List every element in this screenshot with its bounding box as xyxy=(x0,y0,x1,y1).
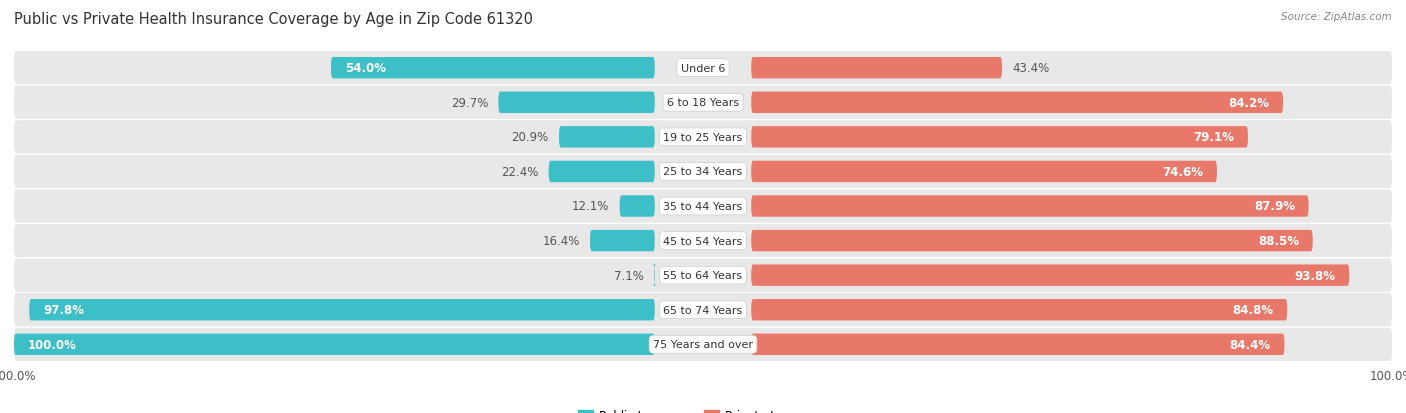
FancyBboxPatch shape xyxy=(330,58,655,79)
FancyBboxPatch shape xyxy=(14,224,1392,258)
Legend: Public Insurance, Private Insurance: Public Insurance, Private Insurance xyxy=(574,404,832,413)
Text: 22.4%: 22.4% xyxy=(501,166,538,178)
FancyBboxPatch shape xyxy=(560,127,655,148)
Text: 7.1%: 7.1% xyxy=(614,269,644,282)
Text: 55 to 64 Years: 55 to 64 Years xyxy=(664,271,742,280)
Text: 84.4%: 84.4% xyxy=(1230,338,1271,351)
FancyBboxPatch shape xyxy=(498,93,655,114)
FancyBboxPatch shape xyxy=(591,230,655,252)
Text: 74.6%: 74.6% xyxy=(1163,166,1204,178)
FancyBboxPatch shape xyxy=(751,127,1249,148)
FancyBboxPatch shape xyxy=(620,196,655,217)
Text: 6 to 18 Years: 6 to 18 Years xyxy=(666,98,740,108)
Text: 75 Years and over: 75 Years and over xyxy=(652,339,754,349)
Text: 35 to 44 Years: 35 to 44 Years xyxy=(664,202,742,211)
Text: 54.0%: 54.0% xyxy=(344,62,385,75)
Text: 88.5%: 88.5% xyxy=(1258,235,1299,247)
Text: 29.7%: 29.7% xyxy=(451,97,488,109)
FancyBboxPatch shape xyxy=(751,230,1313,252)
FancyBboxPatch shape xyxy=(751,196,1309,217)
Text: 65 to 74 Years: 65 to 74 Years xyxy=(664,305,742,315)
FancyBboxPatch shape xyxy=(14,190,1392,223)
Text: Public vs Private Health Insurance Coverage by Age in Zip Code 61320: Public vs Private Health Insurance Cover… xyxy=(14,12,533,27)
Text: 45 to 54 Years: 45 to 54 Years xyxy=(664,236,742,246)
FancyBboxPatch shape xyxy=(14,293,1392,327)
Text: 84.8%: 84.8% xyxy=(1232,304,1274,316)
FancyBboxPatch shape xyxy=(14,334,655,355)
FancyBboxPatch shape xyxy=(14,259,1392,292)
Text: 12.1%: 12.1% xyxy=(572,200,609,213)
Text: 20.9%: 20.9% xyxy=(512,131,548,144)
Text: 43.4%: 43.4% xyxy=(1012,62,1050,75)
Text: 100.0%: 100.0% xyxy=(28,338,77,351)
FancyBboxPatch shape xyxy=(14,155,1392,189)
Text: 25 to 34 Years: 25 to 34 Years xyxy=(664,167,742,177)
FancyBboxPatch shape xyxy=(30,299,655,320)
Text: 84.2%: 84.2% xyxy=(1229,97,1270,109)
FancyBboxPatch shape xyxy=(751,161,1218,183)
FancyBboxPatch shape xyxy=(14,52,1392,85)
Text: 97.8%: 97.8% xyxy=(44,304,84,316)
FancyBboxPatch shape xyxy=(652,265,657,286)
FancyBboxPatch shape xyxy=(751,58,1002,79)
FancyBboxPatch shape xyxy=(751,265,1350,286)
Text: 93.8%: 93.8% xyxy=(1295,269,1336,282)
FancyBboxPatch shape xyxy=(14,121,1392,154)
Text: 79.1%: 79.1% xyxy=(1194,131,1234,144)
FancyBboxPatch shape xyxy=(548,161,655,183)
FancyBboxPatch shape xyxy=(751,334,1285,355)
FancyBboxPatch shape xyxy=(14,328,1392,361)
FancyBboxPatch shape xyxy=(14,86,1392,120)
Text: 87.9%: 87.9% xyxy=(1254,200,1295,213)
Text: 19 to 25 Years: 19 to 25 Years xyxy=(664,133,742,142)
Text: Under 6: Under 6 xyxy=(681,64,725,74)
FancyBboxPatch shape xyxy=(751,299,1288,320)
FancyBboxPatch shape xyxy=(751,93,1284,114)
Text: 16.4%: 16.4% xyxy=(543,235,579,247)
Text: Source: ZipAtlas.com: Source: ZipAtlas.com xyxy=(1281,12,1392,22)
